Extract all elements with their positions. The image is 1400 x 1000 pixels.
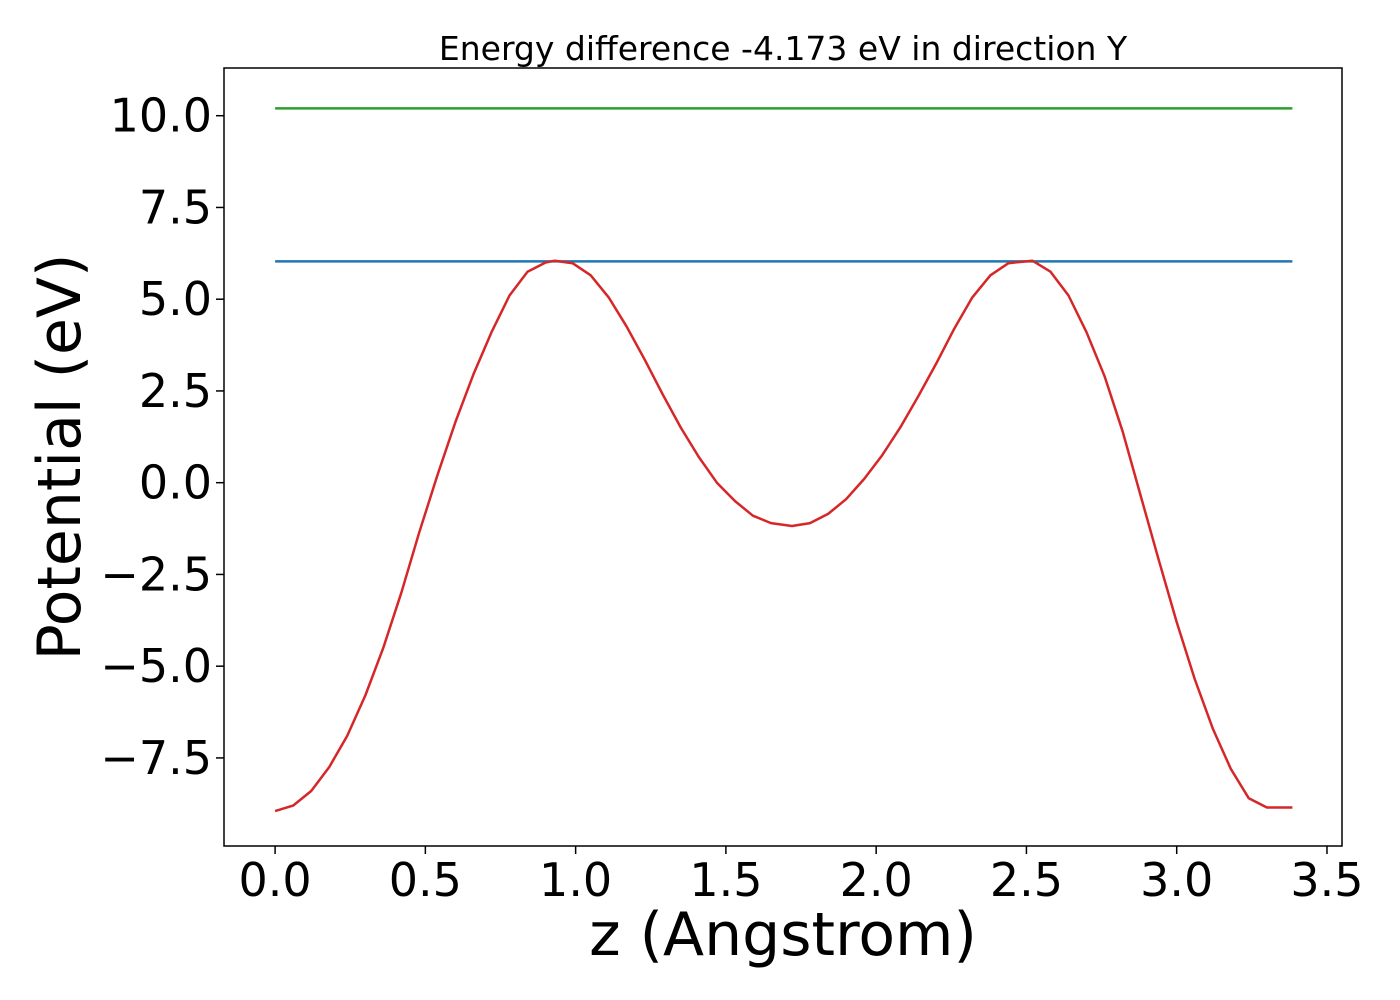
y-tick-label: −5.0	[100, 639, 212, 693]
x-tick-label: 2.0	[840, 853, 913, 907]
y-tick-label: 10.0	[110, 89, 212, 143]
x-axis-label: z (Angstrom)	[589, 900, 977, 970]
x-tick-label: 1.5	[689, 853, 762, 907]
y-tick-label: 5.0	[139, 272, 212, 326]
series-layer	[274, 107, 1293, 813]
y-tick-label: 2.5	[139, 364, 212, 418]
plot-area-frame	[223, 67, 1343, 847]
x-tick-label: 1.0	[539, 853, 612, 907]
y-tick-label: 7.5	[139, 180, 212, 234]
x-tick-label: 3.5	[1290, 853, 1363, 907]
series-line-2	[274, 259, 1293, 813]
y-tick-label: 0.0	[139, 456, 212, 510]
y-axis-label: Potential (eV)	[25, 254, 95, 661]
y-axis-ticks: −7.5 −5.0 −2.5 0.0 2.5 5.0 7.5 10.0	[100, 89, 224, 785]
x-tick-label: 2.5	[990, 853, 1063, 907]
y-tick-label: −2.5	[100, 547, 212, 601]
x-tick-label: 0.5	[389, 853, 462, 907]
y-tick-label: −7.5	[100, 731, 212, 785]
x-tick-label: 3.0	[1140, 853, 1213, 907]
chart-title: Energy difference -4.173 eV in direction…	[439, 29, 1128, 68]
x-axis-ticks: 0.0 0.5 1.0 1.5 2.0 2.5 3.0 3.5	[239, 846, 1364, 907]
x-tick-label: 0.0	[239, 853, 312, 907]
